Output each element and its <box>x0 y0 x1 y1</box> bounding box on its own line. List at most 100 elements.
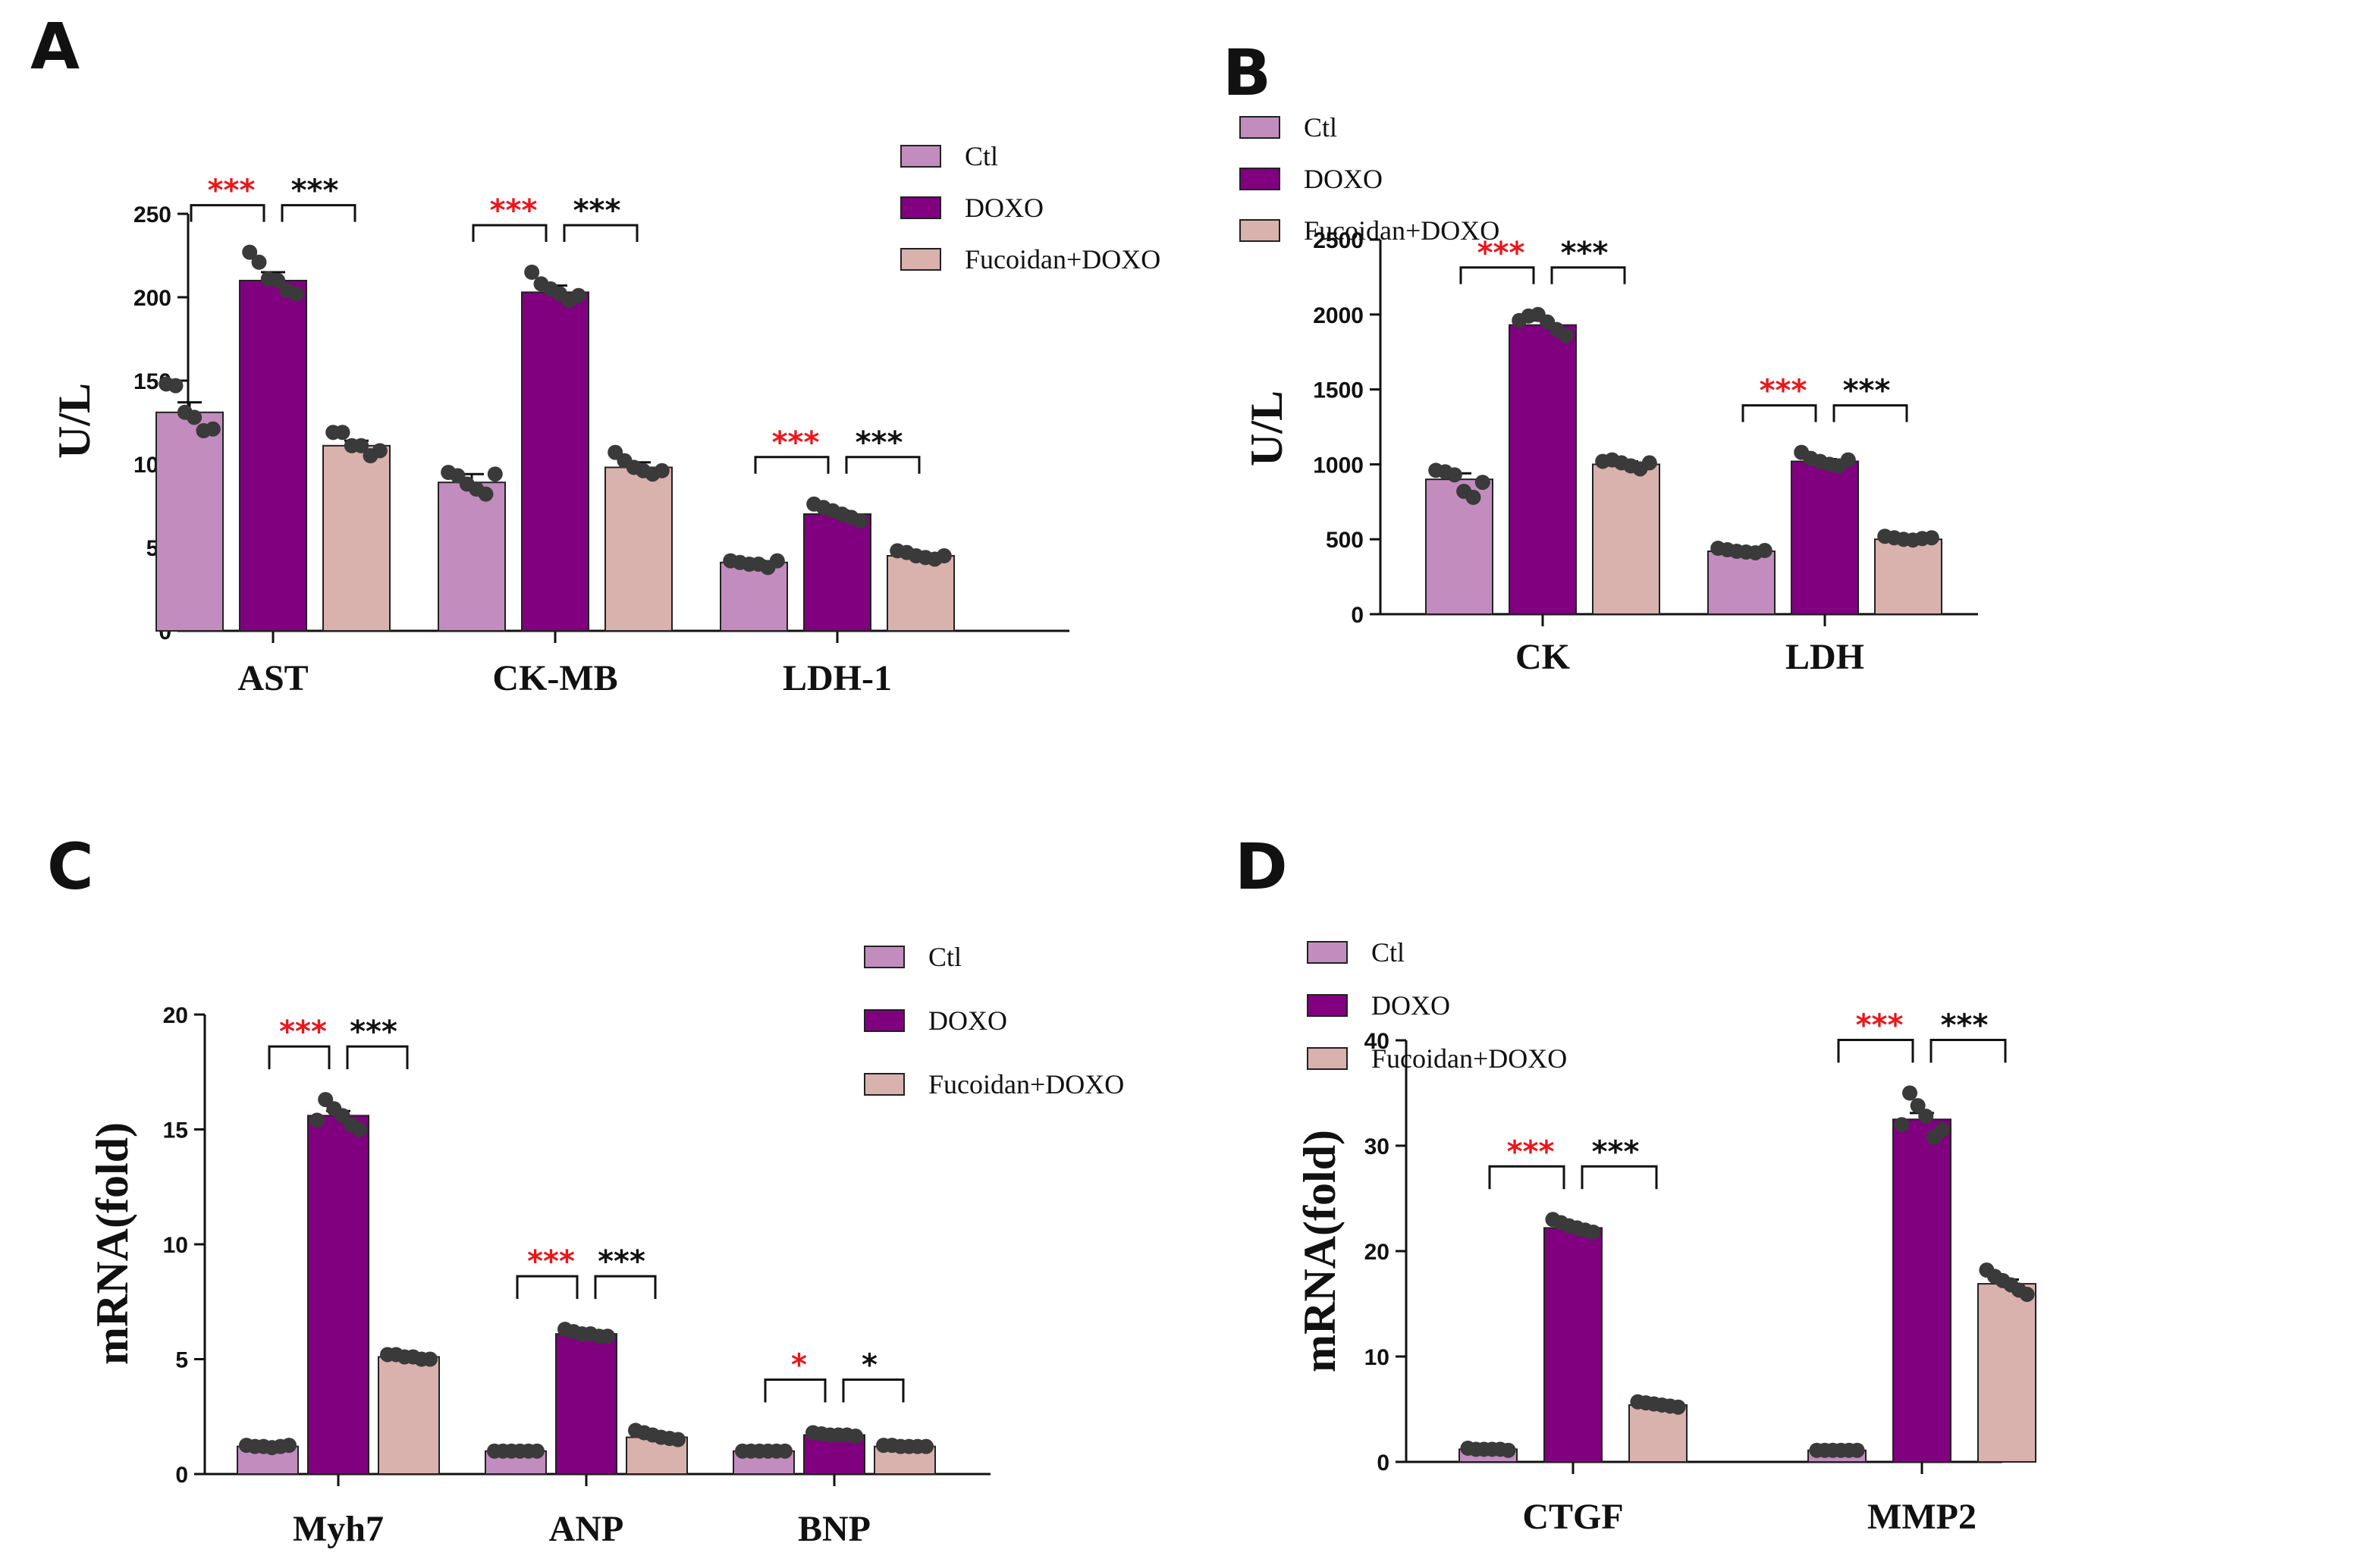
significance-bracket <box>594 1275 657 1300</box>
bar-ctl <box>438 481 506 632</box>
bar-doxo <box>555 1333 617 1476</box>
data-point <box>2019 1286 2035 1302</box>
significance-label: *** <box>1941 1008 1989 1043</box>
bar-ctl <box>155 411 224 632</box>
significance-bracket <box>516 1275 579 1300</box>
category-label: ANP <box>549 1509 624 1549</box>
y-tick-label: 0 <box>1377 1451 1389 1476</box>
data-point <box>353 438 369 453</box>
bar-fucoidan-doxo <box>1977 1283 2036 1463</box>
legend-label: Fucoidan+DOXO <box>1371 1043 1567 1074</box>
category-label: LDH-1 <box>783 658 892 698</box>
legend-swatch <box>900 145 941 168</box>
significance-bracket <box>1488 1165 1565 1190</box>
data-point <box>242 244 258 260</box>
category-label: Myh7 <box>293 1509 384 1549</box>
legend-label: DOXO <box>965 193 1044 223</box>
bar-fucoidan-doxo <box>887 555 955 632</box>
significance-label: *** <box>1477 236 1525 271</box>
y-tick-label: 0 <box>1351 603 1364 628</box>
data-point <box>281 1438 297 1454</box>
data-point <box>1902 1085 1918 1101</box>
significance-bracket <box>845 456 921 474</box>
data-point <box>600 1328 615 1344</box>
data-point <box>1918 1109 1934 1124</box>
significance-label: *** <box>1760 374 1807 409</box>
bar-fucoidan-doxo <box>1874 538 1942 616</box>
bar-doxo <box>1509 324 1577 615</box>
panel-letter: B <box>1223 36 1271 110</box>
significance-label: *** <box>1843 374 1891 409</box>
legend-swatch <box>864 946 905 968</box>
legend-swatch <box>864 1009 905 1032</box>
category-label: CK <box>1515 637 1570 677</box>
legend-label: Ctl <box>1304 112 1337 143</box>
category-label: CTGF <box>1522 1497 1623 1537</box>
legend-label: Ctl <box>1371 937 1405 968</box>
legend-swatch <box>1307 1047 1348 1070</box>
y-tick-label: 10 <box>163 1233 188 1258</box>
significance-bracket <box>1581 1165 1658 1190</box>
y-axis-title: U/L <box>49 383 99 459</box>
bar-doxo <box>1892 1118 1951 1463</box>
significance-bracket <box>1459 266 1535 284</box>
data-point <box>936 548 952 563</box>
data-point <box>1641 455 1657 471</box>
significance-label: *** <box>598 1244 645 1279</box>
data-point <box>1585 1224 1601 1240</box>
y-tick-label: 0 <box>175 1463 188 1488</box>
data-point <box>1500 1442 1516 1458</box>
y-axis-title: U/L <box>1242 390 1292 466</box>
bar-fucoidan-doxo <box>322 444 391 632</box>
y-axis-title: mRNA(fold) <box>1295 1130 1345 1372</box>
legend-label: DOXO <box>928 1005 1007 1036</box>
data-point <box>524 265 540 280</box>
significance-label: *** <box>573 193 621 228</box>
data-point <box>1849 1442 1865 1458</box>
data-point <box>1465 489 1481 505</box>
significance-label: *** <box>350 1015 397 1049</box>
significance-bracket <box>1837 1039 1914 1063</box>
legend-swatch <box>1239 168 1280 190</box>
significance-label: *** <box>1507 1134 1555 1169</box>
significance-label: *** <box>527 1244 575 1279</box>
panel-A: AU/L050100150200250AST******CK-MB******L… <box>30 9 1160 698</box>
significance-bracket <box>842 1378 905 1403</box>
bar-doxo <box>521 291 589 632</box>
data-point <box>1757 543 1772 559</box>
significance-bracket <box>1741 404 1817 422</box>
category-label: CK-MB <box>492 658 617 698</box>
y-tick-label: 5 <box>175 1348 188 1373</box>
significance-label: *** <box>208 174 256 209</box>
data-point <box>1446 467 1462 483</box>
data-point <box>570 287 586 303</box>
significance-label: *** <box>772 425 820 460</box>
y-tick-label: 40 <box>1364 1029 1389 1054</box>
legend-label: Fucoidan+DOXO <box>1304 215 1499 246</box>
category-label: BNP <box>798 1509 871 1549</box>
legend-swatch <box>1239 219 1280 242</box>
panel-B: B U/L 0 500 1000 1500 2000 2500 CK *** *** LDH *** **… <box>1223 36 1978 677</box>
legend-label: Fucoidan+DOXO <box>928 1069 1124 1099</box>
data-point <box>777 1443 793 1459</box>
data-point <box>478 486 494 502</box>
data-point <box>852 513 868 529</box>
y-tick-label: 1000 <box>1313 453 1364 478</box>
category-label: MMP2 <box>1867 1497 1977 1537</box>
legend-label: Ctl <box>965 141 998 171</box>
data-point <box>1910 1098 1926 1114</box>
data-point <box>1840 452 1856 468</box>
legend-label: Ctl <box>928 942 962 972</box>
significance-label: *** <box>490 193 538 228</box>
data-point <box>168 378 184 394</box>
y-tick-label: 200 <box>133 286 171 311</box>
bar-doxo <box>307 1115 369 1475</box>
data-point <box>288 286 304 302</box>
significance-label: *** <box>1592 1134 1640 1169</box>
legend-swatch <box>1307 941 1348 964</box>
significance-label: * <box>791 1347 807 1382</box>
data-point <box>1670 1399 1686 1415</box>
